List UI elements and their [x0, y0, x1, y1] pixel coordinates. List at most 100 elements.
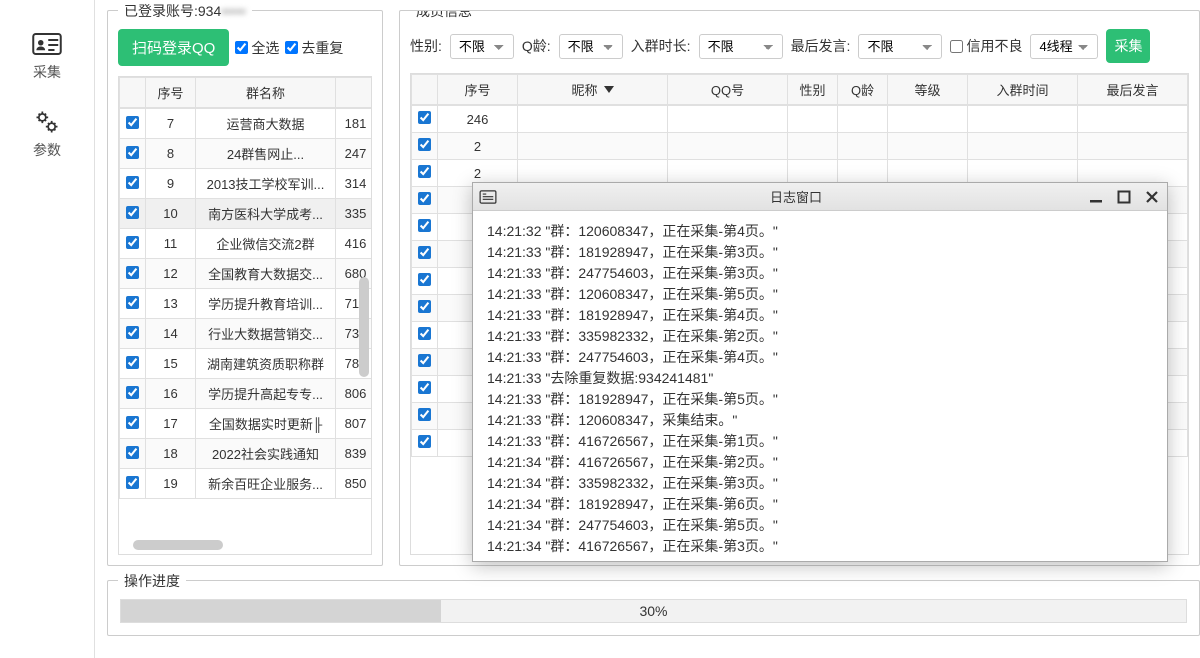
log-line: 14:21:34 "群：247754603，正在采集-第5页。" — [487, 515, 1153, 536]
log-body[interactable]: 14:21:32 "群：120608347，正在采集-第4页。"14:21:33… — [473, 211, 1167, 561]
table-row[interactable]: 10南方医科大学成考...335 — [120, 199, 372, 229]
col-qq[interactable]: QQ号 — [668, 75, 788, 105]
log-window-icon — [479, 190, 497, 204]
table-row[interactable]: 17全国数据实时更新╟807 — [120, 409, 372, 439]
table-row[interactable]: 13学历提升教育培训...718 — [120, 289, 372, 319]
progress-title: 操作进度 — [118, 571, 186, 591]
progress-fill — [121, 600, 441, 622]
col-join[interactable]: 入群时间 — [968, 75, 1078, 105]
sidebar-item-collect[interactable]: 采集 — [0, 20, 94, 98]
table-row[interactable]: 15湖南建筑资质职称群782 — [120, 349, 372, 379]
row-checkbox[interactable] — [126, 386, 139, 399]
log-line: 14:21:33 "群：120608347，正在采集-第5页。" — [487, 284, 1153, 305]
row-checkbox[interactable] — [126, 356, 139, 369]
row-checkbox[interactable] — [126, 146, 139, 159]
sidebar-label-params: 参数 — [33, 140, 61, 160]
log-line: 14:21:34 "群：416726567，正在采集-第2页。" — [487, 452, 1153, 473]
row-checkbox[interactable] — [126, 206, 139, 219]
log-line: 14:21:33 "去除重复数据:934241481" — [487, 368, 1153, 389]
col-level[interactable]: 等级 — [888, 75, 968, 105]
row-checkbox[interactable] — [126, 326, 139, 339]
credit-checkbox[interactable]: 信用不良 — [950, 36, 1022, 56]
row-checkbox[interactable] — [418, 408, 431, 421]
sidebar-label-collect: 采集 — [33, 62, 61, 82]
col-last[interactable]: 最后发言 — [1078, 75, 1188, 105]
log-window: 日志窗口 14:21:32 "群：120608347，正在采集-第4页。"14:… — [472, 182, 1168, 562]
row-checkbox[interactable] — [126, 236, 139, 249]
row-checkbox[interactable] — [418, 300, 431, 313]
members-title: 成员信息 — [410, 10, 478, 21]
row-checkbox[interactable] — [418, 192, 431, 205]
table-row[interactable]: 2 — [412, 133, 1188, 160]
row-checkbox[interactable] — [418, 327, 431, 340]
log-line: 14:21:33 "群：181928947，正在采集-第4页。" — [487, 305, 1153, 326]
join-select[interactable]: 不限 — [699, 34, 783, 59]
row-checkbox[interactable] — [126, 116, 139, 129]
table-row[interactable]: 16学历提升高起专专...806 — [120, 379, 372, 409]
gears-icon — [31, 108, 63, 136]
groups-table: 序号 群名称 — [119, 77, 372, 108]
row-checkbox[interactable] — [126, 176, 139, 189]
col-qage[interactable]: Q龄 — [838, 75, 888, 105]
log-line: 14:21:33 "群：181928947，正在采集-第3页。" — [487, 242, 1153, 263]
threads-select[interactable]: 4线程 — [1030, 34, 1098, 59]
log-titlebar[interactable]: 日志窗口 — [473, 183, 1167, 211]
sidebar-item-params[interactable]: 参数 — [0, 98, 94, 176]
log-line: 14:21:33 "群：335982332，正在采集-第2页。" — [487, 326, 1153, 347]
collect-button[interactable]: 采集 — [1106, 29, 1150, 63]
col-nick[interactable]: 昵称 — [518, 75, 668, 105]
table-row[interactable]: 246 — [412, 106, 1188, 133]
select-all-checkbox[interactable]: 全选 — [235, 38, 279, 58]
progress-text: 30% — [639, 603, 667, 619]
row-checkbox[interactable] — [418, 354, 431, 367]
row-checkbox[interactable] — [126, 476, 139, 489]
close-icon[interactable] — [1143, 188, 1161, 206]
log-line: 14:21:32 "群：120608347，正在采集-第4页。" — [487, 221, 1153, 242]
account-label: 已登录账号:934••••• — [118, 1, 252, 21]
log-line: 14:21:34 "群：416726567，正在采集-第3页。" — [487, 536, 1153, 557]
log-line: 14:21:33 "群：247754603，正在采集-第4页。" — [487, 347, 1153, 368]
table-row[interactable]: 12全国教育大数据交...680 — [120, 259, 372, 289]
login-qq-button[interactable]: 扫码登录QQ — [118, 29, 229, 66]
table-row[interactable]: 182022社会实践通知839 — [120, 439, 372, 469]
qage-label: Q龄: — [522, 36, 551, 56]
progress-bar: 30% — [120, 599, 1187, 623]
groups-table-wrap: 序号 群名称 7运营商大数据181824群售网止...24792013技工学校军… — [118, 76, 372, 555]
col-groupname[interactable]: 群名称 — [196, 78, 336, 108]
row-checkbox[interactable] — [418, 111, 431, 124]
dedupe-checkbox[interactable]: 去重复 — [285, 38, 343, 58]
row-checkbox[interactable] — [126, 416, 139, 429]
row-checkbox[interactable] — [126, 266, 139, 279]
table-row[interactable]: 11企业微信交流2群416 — [120, 229, 372, 259]
table-row[interactable]: 92013技工学校军训...314 — [120, 169, 372, 199]
qage-select[interactable]: 不限 — [559, 34, 623, 59]
progress-panel: 操作进度 30% — [107, 580, 1200, 636]
last-select[interactable]: 不限 — [858, 34, 942, 59]
id-card-icon — [31, 30, 63, 58]
row-checkbox[interactable] — [418, 435, 431, 448]
row-checkbox[interactable] — [418, 246, 431, 259]
log-line: 14:21:34 "群：181928947，正在采集-第6页。" — [487, 494, 1153, 515]
gender-label: 性别: — [410, 36, 442, 56]
table-row[interactable]: 7运营商大数据181 — [120, 109, 372, 139]
row-checkbox[interactable] — [126, 296, 139, 309]
maximize-icon[interactable] — [1115, 188, 1133, 206]
row-checkbox[interactable] — [418, 381, 431, 394]
row-checkbox[interactable] — [126, 446, 139, 459]
row-checkbox[interactable] — [418, 273, 431, 286]
gender-select[interactable]: 不限 — [450, 34, 514, 59]
table-row[interactable]: 824群售网止...247 — [120, 139, 372, 169]
table-row[interactable]: 19新余百旺企业服务...850 — [120, 469, 372, 499]
v-scrollbar-thumb[interactable] — [359, 277, 369, 377]
row-checkbox[interactable] — [418, 165, 431, 178]
col-seq[interactable]: 序号 — [146, 78, 196, 108]
sidebar: 采集 参数 — [0, 0, 95, 658]
h-scrollbar-thumb[interactable] — [133, 540, 223, 550]
minimize-icon[interactable] — [1087, 188, 1105, 206]
col-gender[interactable]: 性别 — [788, 75, 838, 105]
log-line: 14:21:33 "群：247754603，正在采集-第3页。" — [487, 263, 1153, 284]
row-checkbox[interactable] — [418, 138, 431, 151]
col-seq2[interactable]: 序号 — [438, 75, 518, 105]
row-checkbox[interactable] — [418, 219, 431, 232]
table-row[interactable]: 14行业大数据营销交...737 — [120, 319, 372, 349]
